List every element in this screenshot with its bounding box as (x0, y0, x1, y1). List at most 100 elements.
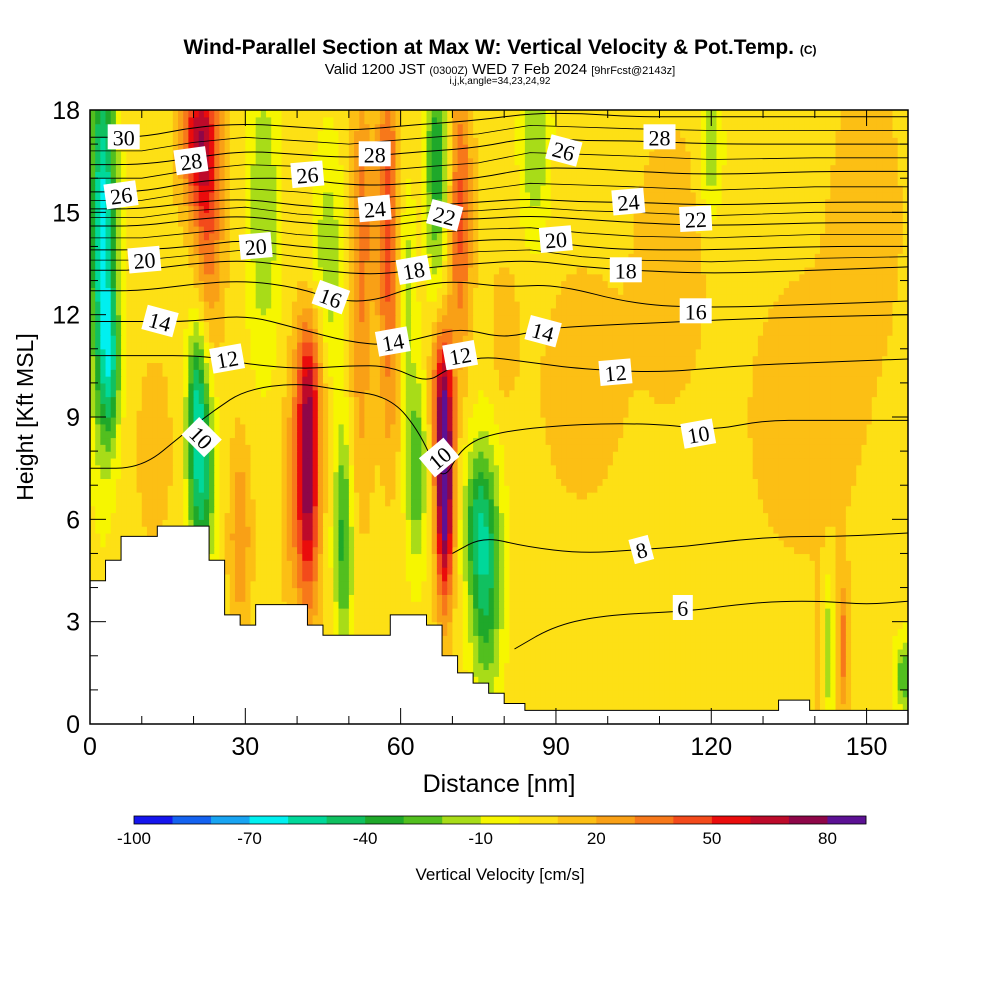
velocity-cell (364, 539, 371, 548)
velocity-cell (421, 580, 428, 589)
velocity-cell (317, 512, 324, 520)
velocity-cell (410, 560, 417, 568)
velocity-cell (840, 526, 847, 534)
velocity-cell (157, 519, 164, 527)
velocity-cell (799, 628, 806, 636)
velocity-cell (478, 580, 485, 589)
velocity-cell (524, 628, 531, 636)
velocity-cell (229, 505, 236, 514)
velocity-cell (763, 553, 769, 561)
velocity-cell (338, 526, 345, 534)
velocity-cell (814, 683, 821, 691)
velocity-cell (752, 648, 759, 657)
velocity-cell (467, 512, 474, 520)
velocity-cell (379, 621, 386, 630)
velocity-cell (457, 628, 464, 636)
velocity-cell (731, 526, 738, 534)
velocity-cell (587, 560, 593, 568)
velocity-cell (209, 553, 215, 561)
velocity-cell (545, 505, 552, 514)
velocity-cell (602, 553, 609, 561)
velocity-cell (488, 567, 495, 575)
velocity-cell (721, 560, 728, 568)
velocity-cell (524, 689, 531, 698)
velocity-cell (550, 519, 557, 527)
velocity-cell (276, 526, 283, 534)
velocity-cell (493, 526, 500, 534)
velocity-cell (757, 683, 764, 691)
velocity-cell (804, 519, 811, 527)
velocity-cell (281, 532, 288, 541)
velocity-cell (861, 689, 868, 698)
velocity-cell (141, 505, 148, 514)
velocity-cell (882, 526, 888, 534)
velocity-cell (286, 587, 293, 595)
velocity-cell (224, 505, 231, 514)
velocity-cell (669, 567, 676, 575)
velocity-cell (638, 635, 645, 643)
velocity-cell (830, 567, 837, 575)
velocity-cell (348, 621, 355, 630)
velocity-cell (250, 539, 257, 548)
velocity-cell (690, 662, 697, 671)
velocity-cell (555, 648, 562, 657)
velocity-cell (343, 594, 350, 602)
velocity-cell (343, 512, 350, 520)
velocity-cell (840, 573, 847, 582)
velocity-cell (131, 526, 138, 534)
velocity-cell (509, 621, 516, 630)
velocity-cell (581, 532, 588, 541)
velocity-cell (675, 519, 681, 527)
velocity-cell (587, 546, 593, 555)
velocity-cell (602, 635, 609, 643)
velocity-cell (690, 655, 697, 664)
velocity-cell (809, 696, 816, 705)
velocity-cell (126, 505, 133, 514)
velocity-cell (530, 696, 536, 705)
velocity-cell (379, 553, 386, 561)
velocity-cell (706, 594, 712, 602)
velocity-cell (716, 696, 723, 705)
velocity-cell (245, 512, 252, 520)
velocity-cell (545, 635, 552, 643)
velocity-cell (390, 573, 397, 582)
velocity-cell (566, 683, 573, 691)
velocity-cell (136, 526, 143, 534)
velocity-cell (628, 532, 635, 541)
velocity-cell (105, 505, 112, 514)
velocity-cell (374, 614, 381, 623)
velocity-cell (240, 567, 246, 575)
velocity-cell (312, 519, 319, 527)
velocity-cell (540, 648, 547, 657)
velocity-cell (695, 553, 702, 561)
velocity-cell (561, 662, 567, 671)
velocity-cell (592, 539, 598, 548)
velocity-cell (504, 608, 510, 616)
velocity-cell (400, 573, 407, 582)
velocity-cell (664, 560, 671, 568)
velocity-cell (514, 689, 521, 698)
velocity-cell (224, 601, 231, 609)
velocity-cell (700, 635, 707, 643)
velocity-cell (845, 676, 852, 684)
velocity-cell (799, 539, 806, 548)
velocity-cell (416, 546, 422, 555)
velocity-cell (442, 594, 448, 602)
velocity-cell (669, 635, 676, 643)
velocity-cell (675, 621, 681, 630)
velocity-cell (851, 539, 857, 548)
velocity-cell (271, 512, 277, 520)
velocity-cell (871, 519, 878, 527)
velocity-cell (737, 669, 743, 677)
velocity-cell (819, 553, 826, 561)
velocity-cell (721, 662, 728, 671)
velocity-cell (540, 587, 547, 595)
velocity-cell (799, 594, 806, 602)
velocity-cell (825, 573, 831, 582)
velocity-cell (876, 580, 883, 589)
velocity-cell (887, 662, 894, 671)
velocity-cell (566, 621, 573, 630)
velocity-cell (747, 676, 754, 684)
velocity-cell (752, 621, 759, 630)
velocity-cell (416, 519, 422, 527)
